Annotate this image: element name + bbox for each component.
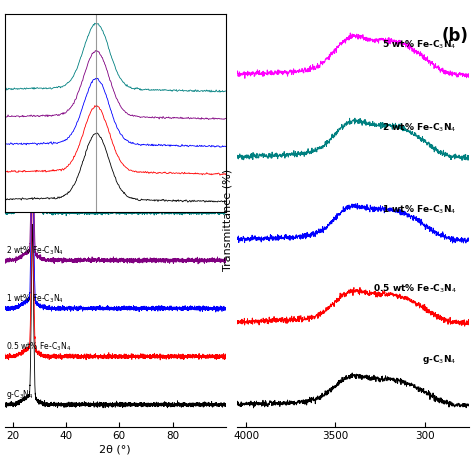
Text: 0.5 wt% Fe-C$_3$N$_4$: 0.5 wt% Fe-C$_3$N$_4$ — [373, 282, 457, 295]
Text: 2 wt% Fe-C$_3$N$_4$: 2 wt% Fe-C$_3$N$_4$ — [383, 121, 457, 134]
Text: 0.5 wt% Fe-C$_3$N$_4$: 0.5 wt% Fe-C$_3$N$_4$ — [6, 340, 71, 353]
Text: g-C$_3$N$_4$: g-C$_3$N$_4$ — [6, 388, 34, 401]
Text: 2 wt% Fe-C$_3$N$_4$: 2 wt% Fe-C$_3$N$_4$ — [6, 244, 64, 257]
Text: g-C$_3$N$_4$: g-C$_3$N$_4$ — [422, 353, 457, 366]
Text: 5 wt% Fe-C$_3$N$_4$: 5 wt% Fe-C$_3$N$_4$ — [383, 39, 457, 51]
Text: (b): (b) — [441, 27, 468, 45]
Text: 1 wt% Fe-C$_3$N$_4$: 1 wt% Fe-C$_3$N$_4$ — [383, 204, 457, 216]
Text: 1 wt% Fe-C$_3$N$_4$: 1 wt% Fe-C$_3$N$_4$ — [6, 292, 64, 305]
Text: 5 wt% Fe-C$_3$N$_4$: 5 wt% Fe-C$_3$N$_4$ — [6, 196, 64, 209]
Y-axis label: Transmittance (%): Transmittance (%) — [223, 169, 233, 272]
X-axis label: 2θ (°): 2θ (°) — [100, 444, 131, 454]
